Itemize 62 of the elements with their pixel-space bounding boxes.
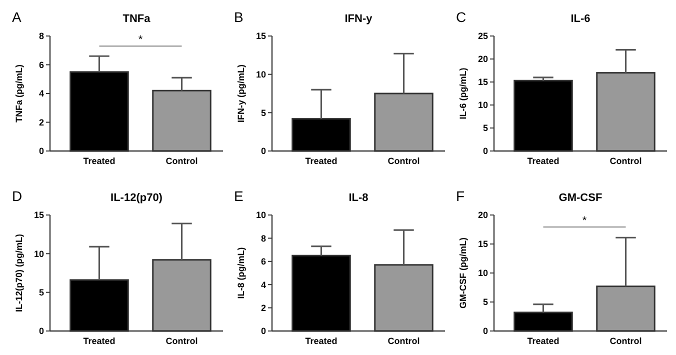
chart-title: IL-8 [348,192,368,204]
y-tick-label: 0 [482,326,488,336]
y-tick-label: 6 [38,60,44,70]
text: C [456,9,466,25]
annotation: * [582,215,588,227]
y-tick-label: 5 [482,297,488,308]
x-tick-label: Treated [527,156,560,166]
y-tick-label: 0 [38,326,44,336]
text: A [12,9,22,25]
chart-title: TNFa [122,13,152,25]
x-tick-label: Treated [83,336,116,346]
y-tick-label: 25 [478,31,488,42]
x-tick-label: Control [388,156,420,166]
chart-title: IL-6 [570,13,590,25]
y-tick-label: 15 [256,31,266,42]
y-tick-label: 5 [38,287,44,298]
x-tick-label: Treated [83,156,116,166]
x-tick-label: Control [610,336,642,346]
y-tick-label: 8 [260,233,266,244]
chart-title: IL-12(p70) [110,192,163,204]
y-axis-title: IL-12(p70) (pg/mL) [14,234,24,312]
y-tick-label: 10 [478,100,488,110]
y-tick-label: 2 [38,117,44,128]
x-tick-label: Control [388,336,420,346]
x-tick-label: Control [610,156,642,166]
y-tick-label: 15 [478,77,488,88]
y-tick-label: 6 [260,256,266,267]
chart-title: GM-CSF [558,192,602,204]
y-tick-label: 0 [38,146,44,156]
y-tick-label: 10 [478,268,488,278]
y-tick-label: 15 [478,239,488,250]
text: F [456,188,465,204]
y-tick-label: 2 [260,302,266,313]
y-tick-label: 0 [482,146,488,156]
chart-title: IFN-y [344,13,374,25]
annotation: * [138,34,144,46]
y-tick-label: 10 [256,69,266,80]
text: D [12,188,22,204]
y-tick-label: 4 [260,280,266,290]
x-tick-label: Treated [305,336,338,346]
y-tick-label: 20 [478,54,488,64]
y-tick-label: 20 [478,210,488,220]
y-tick-label: 5 [482,123,488,134]
y-axis-title: IFN-y (pg/mL) [236,64,246,122]
y-tick-label: 0 [260,326,266,336]
y-tick-label: 5 [260,108,266,118]
x-tick-label: Control [166,156,198,166]
y-axis-title: GM-CSF (pg/mL) [458,238,468,308]
y-tick-label: 15 [34,210,44,220]
y-axis-title: TNFa (pg/mL) [14,64,24,122]
text: E [234,188,244,204]
y-tick-label: 8 [38,31,44,42]
text: B [234,9,244,25]
y-tick-label: 4 [38,88,44,99]
x-tick-label: Treated [305,156,338,166]
y-tick-label: 10 [34,248,44,259]
y-axis-title: IL-6 (pg/mL) [458,68,468,120]
x-tick-label: Control [166,336,198,346]
y-tick-label: 10 [256,210,266,220]
y-tick-label: 0 [260,146,266,156]
x-tick-label: Treated [527,336,560,346]
y-axis-title: IL-8 (pg/mL) [236,247,246,299]
